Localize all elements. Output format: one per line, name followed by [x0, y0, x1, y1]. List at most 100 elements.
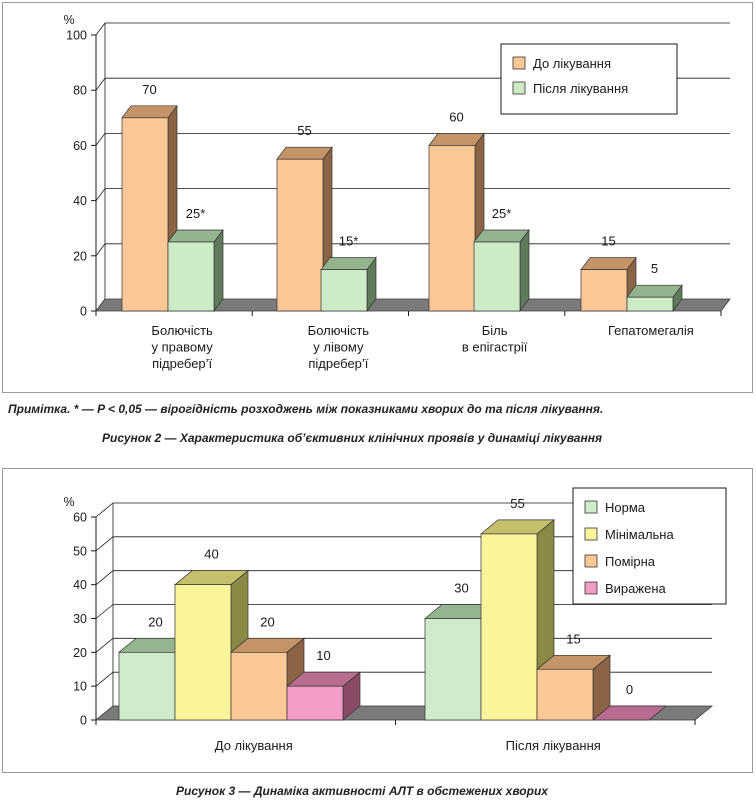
chart2-bar-front [286, 685, 344, 721]
figure-2-caption: Рисунок 2 — Характеристика об’єктивних к… [102, 431, 603, 445]
chart1-y-tick-label: 80 [73, 84, 87, 98]
chart2-wall-gridline [95, 638, 114, 653]
chart1-category-label-line: в епігастрії [462, 340, 528, 355]
chart1-y-tick-label: 20 [73, 249, 87, 263]
chart2-bar-front [174, 584, 232, 721]
chart1-bar-value-label: 55 [297, 123, 311, 138]
chart2-category-label: Після лікування [506, 738, 601, 753]
chart1-bar-value-label: 70 [142, 82, 156, 97]
chart1-wall-gridline [95, 22, 106, 36]
chart2-bar-front [424, 618, 482, 721]
chart2-y-axis-unit: % [63, 495, 74, 509]
chart2-bar-front [480, 533, 538, 721]
chart1-bar-top [167, 229, 224, 243]
chart1-bar-2-1 [167, 228, 224, 313]
chart1-bar-value-label: 25* [186, 206, 206, 221]
chart1-bar-front [626, 296, 674, 312]
chart1-bar-top [626, 284, 683, 298]
chart2-legend-label: Мінімальна [605, 527, 674, 542]
chart1-bar-front [276, 158, 324, 312]
chart1-category-label-line: у правому [152, 340, 214, 355]
chart1-bar-top [320, 257, 377, 270]
chart1-bar-1-3 [428, 132, 485, 313]
chart2-legend-swatch [584, 500, 598, 514]
chart1-bar-front [121, 117, 169, 312]
chart1-wall-gridline [95, 188, 106, 201]
chart2-bar-4-1 [286, 671, 361, 721]
figure-3-caption: Рисунок 3 — Динаміка активності АЛТ в об… [176, 784, 548, 798]
chart1-bar-2-4 [626, 284, 683, 313]
chart1-legend-box [500, 43, 678, 115]
chart1-bar-front [167, 241, 215, 312]
chart1-bar-top [428, 133, 485, 146]
chart1-bar-top [121, 105, 178, 119]
chart2-legend-swatch [584, 554, 598, 568]
chart2-legend-label: Помірна [605, 554, 656, 569]
chart1-category-label-line: Біль [482, 323, 508, 338]
chart1-bar-side [213, 228, 224, 313]
chart1-bar-2-2 [320, 256, 377, 313]
chart1-y-axis-unit: % [63, 13, 74, 27]
chart1-category-label: Болючість у правому підребер’ї [151, 323, 213, 371]
chart1-legend-swatch [512, 56, 526, 70]
chart2-bar-front [230, 651, 288, 721]
chart1-y-tick-label: 0 [80, 305, 87, 319]
chart2-bar-value-label: 0 [626, 682, 633, 697]
chart1-bar-value-label: 15 [601, 234, 615, 249]
chart2-legend-box [572, 487, 727, 605]
chart2-bar-value-label: 20 [260, 614, 274, 629]
chart1-bar-value-label: 5 [651, 261, 658, 276]
chart1-category-label-line: Болючість [308, 323, 370, 338]
chart2-y-tick-label: 0 [80, 714, 87, 728]
chart1-wall-gridline [95, 243, 106, 257]
chart2-wall-gridline [95, 502, 114, 518]
chart1-bar-value-label: 25* [492, 206, 512, 221]
chart1-bar-1-4 [580, 256, 637, 313]
chart2-wall-gridline [95, 671, 114, 687]
chart1-category-label: Гепатомегалія [608, 323, 694, 338]
chart1-legend-swatch [512, 81, 526, 95]
chart2-wall-gridline [95, 570, 114, 585]
chart1-bar-side [519, 228, 530, 313]
chart2-legend-label: Норма [605, 500, 646, 515]
chart2-legend-swatch [584, 527, 598, 541]
chart2-bar-value-label: 15 [566, 631, 580, 646]
chart1-bar-front [428, 145, 476, 312]
chart2-wall-gridline [95, 536, 114, 552]
chart2-y-tick-label: 40 [73, 578, 87, 592]
chart1-bar-value-label: 60 [449, 109, 463, 124]
chart2-legend-label: Виражена [605, 581, 666, 596]
chart1-bar-top [276, 146, 333, 160]
chart2-legend-swatch [584, 581, 598, 595]
chart1-y-tick-label: 40 [73, 194, 87, 208]
chart2-bar-4-2 [592, 705, 667, 721]
chart1-y-tick-label: 100 [66, 29, 87, 43]
chart2-y-tick-label: 10 [73, 680, 87, 694]
chart1-category-label-line: у лівому [313, 340, 364, 355]
chart1-bar-top [473, 229, 530, 243]
chart2-wall-gridline [95, 604, 114, 619]
chart1-bar-top [580, 257, 637, 270]
chart1-bar-front [580, 269, 628, 312]
chart2-bar-top [592, 705, 667, 721]
chart1-wall-gridline [95, 133, 106, 146]
chart2-bar-value-label: 30 [454, 581, 468, 596]
chart2-category-label-line: Після лікування [506, 738, 601, 753]
chart2-bar-value-label: 20 [148, 614, 162, 629]
chart1-category-label: Болючість у лівому підребер’ї [308, 323, 370, 371]
chart1-category-label-line: підребер’ї [308, 356, 368, 371]
chart2-y-tick-label: 50 [73, 544, 87, 558]
chart2-y-tick-label: 30 [73, 612, 87, 626]
chart2-bar-front [536, 668, 594, 721]
chart2-bar-3-2 [536, 654, 611, 721]
chart2-bar-value-label: 55 [510, 496, 524, 511]
chart2-category-label-line: До лікування [215, 738, 293, 753]
chart2-bar-2-1 [174, 569, 249, 721]
chart1-y-tick-label: 60 [73, 139, 87, 153]
chart2-category-label: До лікування [215, 738, 293, 753]
chart2-bar-front [118, 651, 176, 721]
chart1-category-label: Біль в епігастрії [462, 323, 528, 355]
chart1-category-label-line: Гепатомегалія [608, 323, 694, 338]
chart1-bar-front [473, 241, 521, 312]
